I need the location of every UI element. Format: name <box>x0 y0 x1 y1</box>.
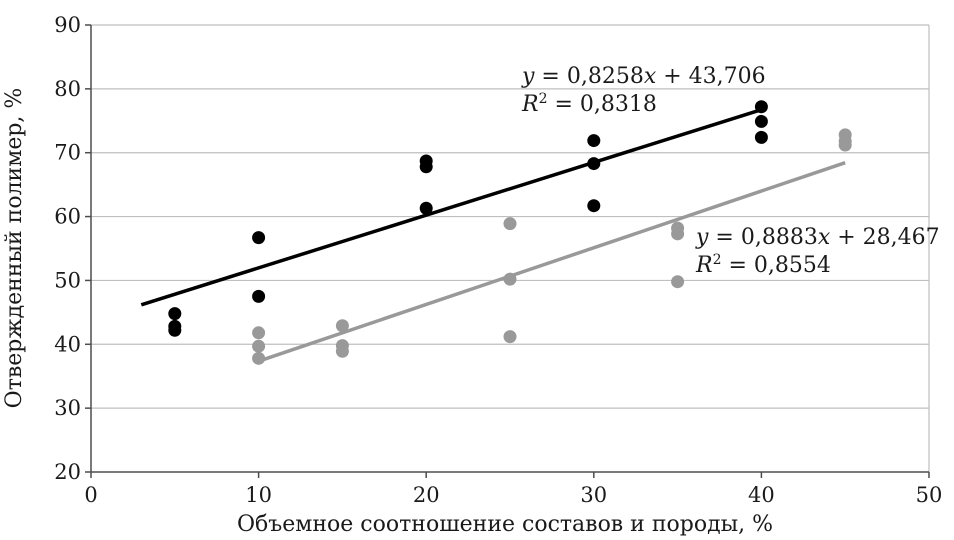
y-tick-label: 30 <box>54 396 81 420</box>
data-point-series-2 <box>503 272 517 286</box>
y-tick-label: 80 <box>54 77 81 101</box>
data-point-series-2 <box>503 330 517 344</box>
y-tick-label: 50 <box>54 268 81 292</box>
data-point-series-1 <box>419 160 433 174</box>
data-point-series-1 <box>168 323 182 337</box>
y-tick-label: 90 <box>54 13 81 37</box>
x-tick-label: 10 <box>245 483 272 507</box>
data-point-series-2 <box>838 138 852 152</box>
data-point-series-1 <box>252 289 266 303</box>
data-point-series-1 <box>419 201 433 215</box>
data-point-series-1 <box>587 134 601 148</box>
x-axis-title: Объемное соотношение составов и породы, … <box>237 512 773 537</box>
y-tick-label: 70 <box>54 141 81 165</box>
y-tick-label: 40 <box>54 332 81 356</box>
data-points <box>168 100 852 365</box>
data-point-series-1 <box>754 114 768 128</box>
trendline-equation-gray: y = 0,8883x + 28,467 <box>695 225 940 250</box>
data-point-series-2 <box>335 319 349 333</box>
x-tick-label: 40 <box>748 483 775 507</box>
axes <box>85 24 930 478</box>
y-axis-title: Отвержденный полимер, % <box>2 88 27 409</box>
data-point-series-2 <box>335 344 349 358</box>
data-point-series-2 <box>252 339 266 353</box>
data-point-series-1 <box>587 157 601 171</box>
data-point-series-2 <box>671 227 685 241</box>
y-tick-label: 60 <box>54 205 81 229</box>
x-tick-label: 20 <box>413 483 440 507</box>
tick-labels: 20 30 40 50 60 70 80 90 0 10 20 30 40 50 <box>54 13 942 507</box>
data-point-series-2 <box>671 275 685 289</box>
data-point-series-2 <box>503 217 517 231</box>
x-tick-label: 30 <box>580 483 607 507</box>
trendline-series-1 <box>140 108 762 307</box>
trendlines <box>140 108 846 363</box>
data-point-series-1 <box>587 199 601 213</box>
x-tick-label: 0 <box>84 483 97 507</box>
data-point-series-1 <box>754 100 768 114</box>
data-point-series-2 <box>252 326 266 340</box>
data-point-series-2 <box>252 351 266 365</box>
trendline-series-2 <box>258 161 846 363</box>
x-tick-label: 50 <box>916 483 943 507</box>
data-point-series-1 <box>754 130 768 144</box>
trendline-r2-gray: R2 = 0,8554 <box>695 252 831 278</box>
y-tick-label: 20 <box>54 460 81 484</box>
trendline-equation-black: y = 0,8258x + 43,706 <box>521 64 766 89</box>
data-point-series-1 <box>252 231 266 245</box>
trendline-r2-black: R2 = 0,8318 <box>521 91 657 117</box>
data-point-series-1 <box>168 307 182 321</box>
